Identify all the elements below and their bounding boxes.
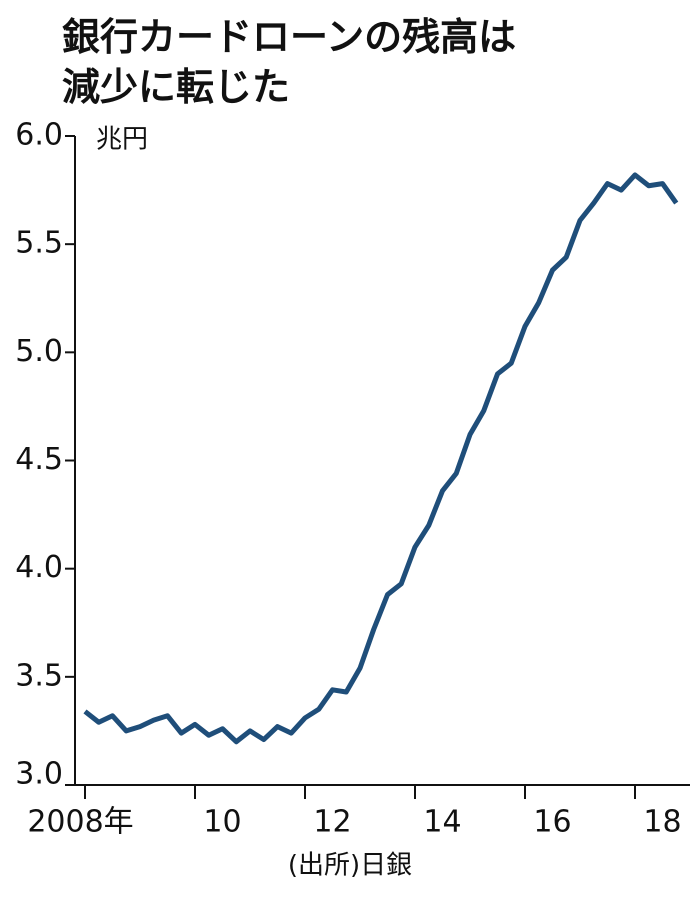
y-tick-label: 5.0: [15, 334, 63, 369]
y-tick-label: 3.0: [15, 757, 63, 792]
y-tick-label: 5.5: [15, 226, 63, 261]
y-tick-label: 6.0: [15, 118, 63, 153]
chart-subtitle: 減少に転じた: [62, 65, 290, 109]
source: (出所)日銀: [288, 851, 412, 881]
x-tick-label: 14: [423, 805, 461, 840]
x-tick-label: 10: [203, 805, 241, 840]
y-tick-label: 3.5: [15, 658, 63, 693]
x-tick-label: 12: [313, 805, 351, 840]
data-line: [83, 172, 679, 745]
x-tick-label: 16: [533, 805, 571, 840]
y-tick-label: 4.0: [15, 550, 63, 585]
y-tick-label: 4.5: [15, 442, 63, 477]
x-tick-label: 18: [643, 805, 681, 840]
x-tick-label: 2008年: [27, 805, 133, 840]
y-unit: 兆円: [96, 125, 148, 155]
chart-title: 銀行カードローンの残高は: [62, 15, 516, 59]
